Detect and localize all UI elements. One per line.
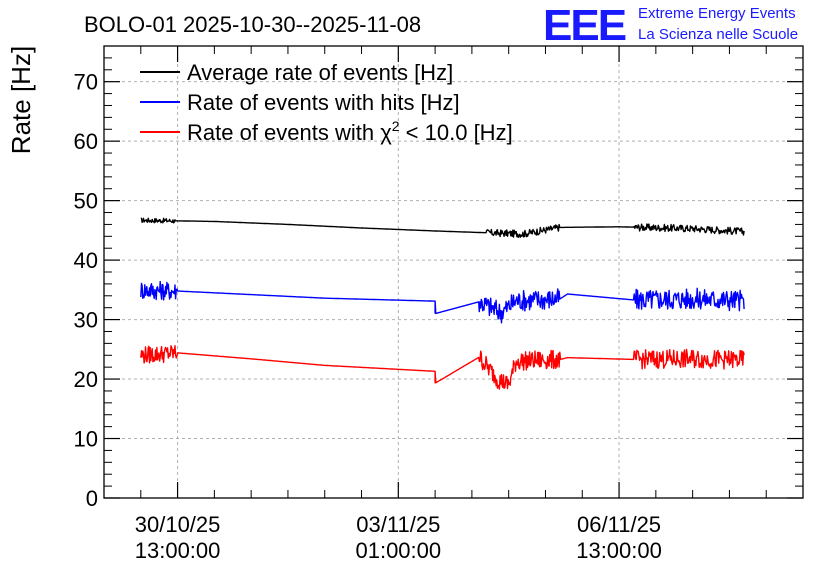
y-tick-label: 50 [74, 189, 98, 214]
legend-label-text: Rate of events with χ [187, 120, 392, 145]
legend-label-1: Rate of events with hits [Hz] [187, 90, 460, 115]
y-tick-label: 60 [74, 129, 98, 154]
legend: Average rate of events [Hz] Rate of event… [140, 60, 513, 145]
eee-logo-line1: Extreme Energy Events [638, 5, 796, 22]
legend-label-2: Rate of events with χ2 < 10.0 [Hz] [187, 118, 513, 145]
y-tick-label: 20 [74, 367, 98, 392]
y-tick-label: 10 [74, 427, 98, 452]
legend-label-text: Rate of events with hits [Hz] [187, 90, 460, 115]
legend-label-suffix: < 10.0 [Hz] [400, 120, 513, 145]
eee-logo-mark: EEE [543, 1, 626, 50]
x-tick-label-time: 13:00:00 [135, 538, 221, 563]
x-tick-label-date: 03/11/25 [356, 512, 440, 537]
legend-label-0: Average rate of events [Hz] [187, 60, 453, 85]
x-tick-label-time: 01:00:00 [355, 538, 441, 563]
series-line-0 [140, 217, 745, 238]
y-tick-label: 40 [74, 248, 98, 273]
x-tick-label-date: 30/10/25 [135, 512, 221, 537]
series-lines [140, 217, 745, 390]
x-tick-label-time: 13:00:00 [576, 538, 662, 563]
x-tick-label-date: 06/11/25 [577, 512, 661, 537]
legend-label-superscript: 2 [392, 118, 400, 134]
series-line-1 [140, 280, 745, 324]
chart-title: BOLO-01 2025-10-30--2025-11-08 [84, 12, 421, 37]
y-axis-label: Rate [Hz] [6, 46, 36, 154]
y-tick-label: 70 [74, 70, 98, 95]
legend-label-text: Average rate of events [Hz] [187, 60, 453, 85]
axes: 01020304050607030/10/2513:00:0003/11/250… [74, 45, 804, 563]
eee-logo: EEE Extreme Energy Events La Scienza nel… [543, 1, 798, 50]
y-tick-label: 0 [86, 486, 98, 511]
eee-logo-line2: La Scienza nelle Scuole [638, 26, 798, 43]
grid [104, 46, 803, 498]
y-tick-label: 30 [74, 308, 98, 333]
series-line-2 [140, 345, 745, 390]
